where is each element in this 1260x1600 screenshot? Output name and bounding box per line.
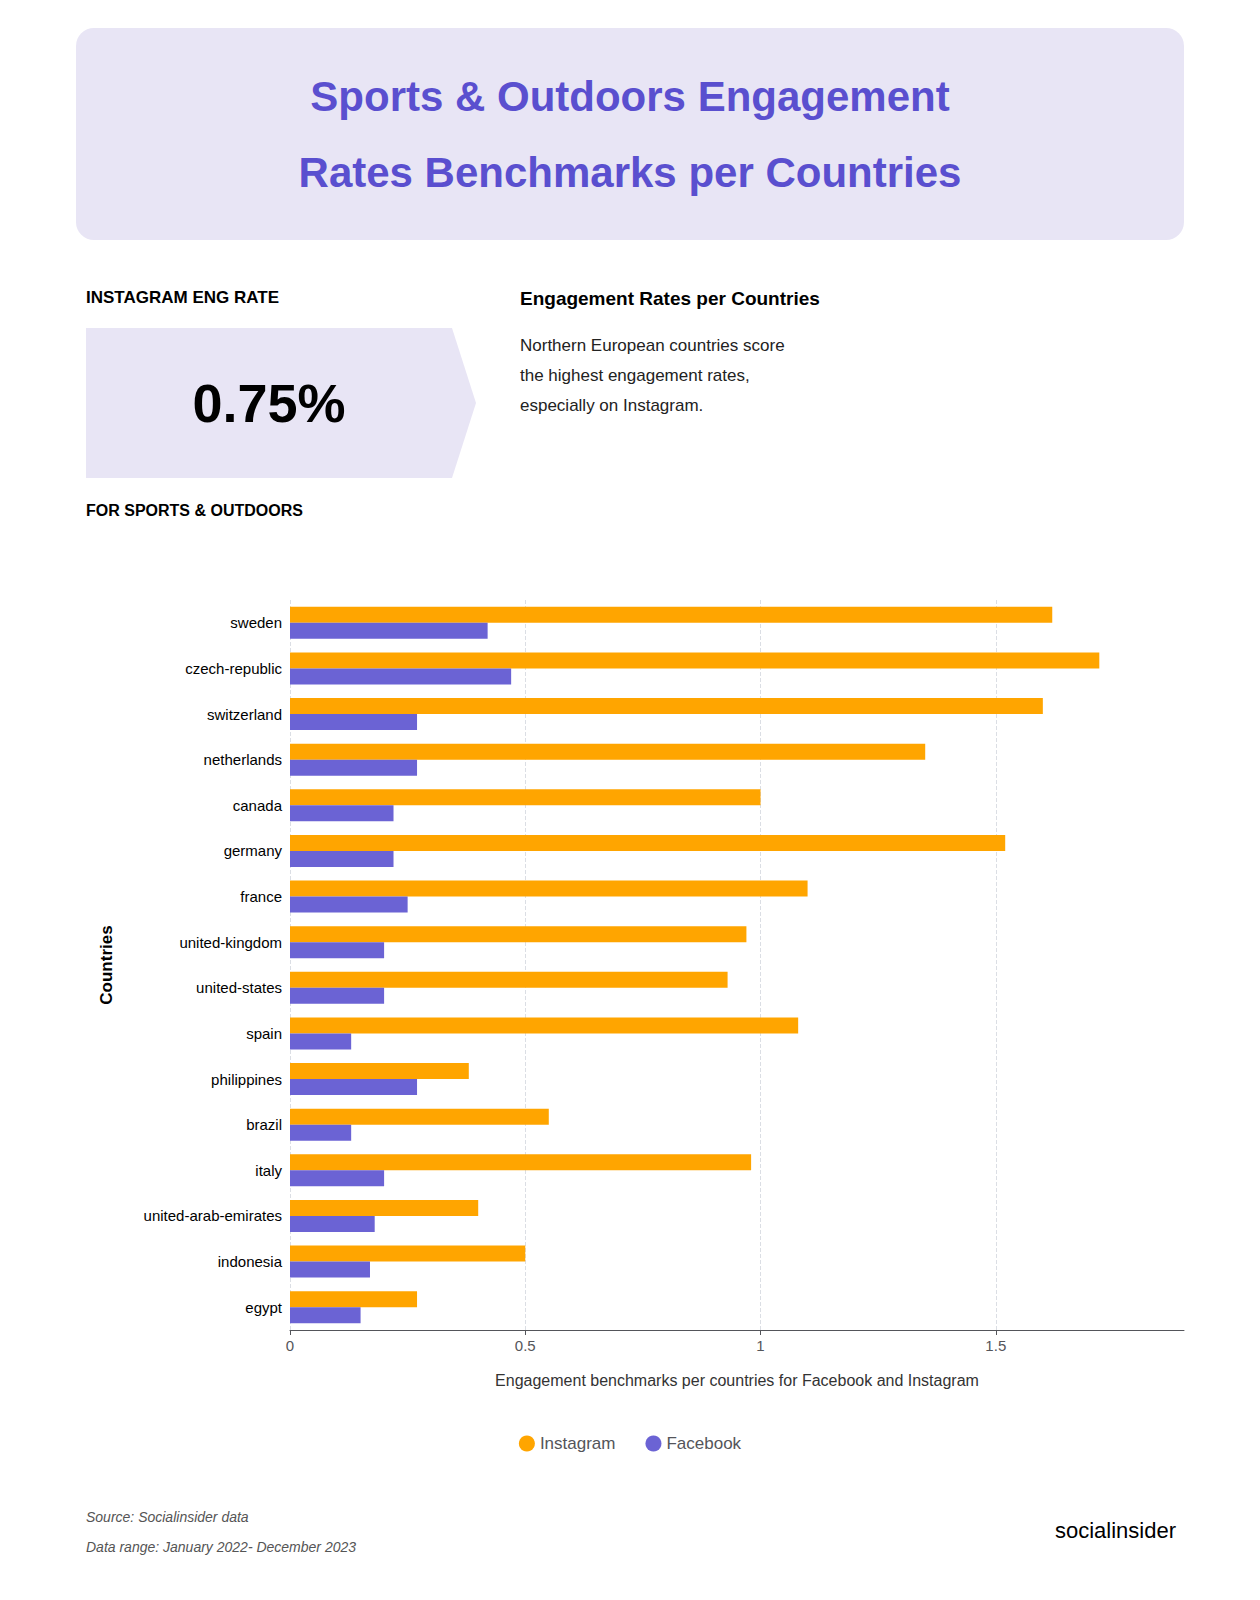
svg-text:Engagement benchmarks per coun: Engagement benchmarks per countries for …	[495, 1372, 979, 1389]
svg-text:france: france	[240, 888, 282, 905]
svg-text:indonesia: indonesia	[218, 1253, 283, 1270]
svg-text:INSTAGRAM ENG RATE: INSTAGRAM ENG RATE	[86, 288, 279, 307]
svg-text:Data range: January 2022- Dece: Data range: January 2022- December 2023	[86, 1539, 356, 1555]
svg-text:Countries: Countries	[97, 925, 116, 1004]
svg-text:czech-republic: czech-republic	[185, 660, 282, 677]
svg-text:1: 1	[756, 1337, 764, 1354]
svg-text:egypt: egypt	[245, 1299, 283, 1316]
svg-text:Rates Benchmarks per Countries: Rates Benchmarks per Countries	[299, 149, 962, 196]
svg-text:sweden: sweden	[230, 614, 282, 631]
svg-text:the highest engagement rates,: the highest engagement rates,	[520, 366, 750, 385]
svg-text:socialinsider: socialinsider	[1055, 1518, 1176, 1543]
svg-text:united-kingdom: united-kingdom	[179, 934, 282, 951]
svg-text:0.5: 0.5	[515, 1337, 536, 1354]
svg-text:netherlands: netherlands	[204, 751, 282, 768]
svg-text:united-states: united-states	[196, 979, 282, 996]
svg-text:united-arab-emirates: united-arab-emirates	[144, 1207, 282, 1224]
svg-text:italy: italy	[255, 1162, 282, 1179]
svg-text:1.5: 1.5	[985, 1337, 1006, 1354]
svg-text:brazil: brazil	[246, 1116, 282, 1133]
svg-text:germany: germany	[224, 842, 283, 859]
svg-text:Sports & Outdoors Engagement: Sports & Outdoors Engagement	[310, 73, 949, 120]
svg-text:Northern European countries sc: Northern European countries score	[520, 336, 785, 355]
svg-text:0: 0	[286, 1337, 294, 1354]
svg-text:especially on Instagram.: especially on Instagram.	[520, 396, 703, 415]
svg-text:philippines: philippines	[211, 1071, 282, 1088]
svg-text:0.75%: 0.75%	[192, 373, 345, 433]
svg-text:Source: Socialinsider data: Source: Socialinsider data	[86, 1509, 249, 1525]
svg-text:switzerland: switzerland	[207, 706, 282, 723]
svg-text:Facebook: Facebook	[666, 1434, 741, 1453]
svg-text:FOR SPORTS & OUTDOORS: FOR SPORTS & OUTDOORS	[86, 502, 303, 519]
svg-text:Instagram: Instagram	[540, 1434, 616, 1453]
svg-text:canada: canada	[233, 797, 283, 814]
svg-text:spain: spain	[246, 1025, 282, 1042]
svg-text:Engagement Rates per Countries: Engagement Rates per Countries	[520, 288, 820, 309]
